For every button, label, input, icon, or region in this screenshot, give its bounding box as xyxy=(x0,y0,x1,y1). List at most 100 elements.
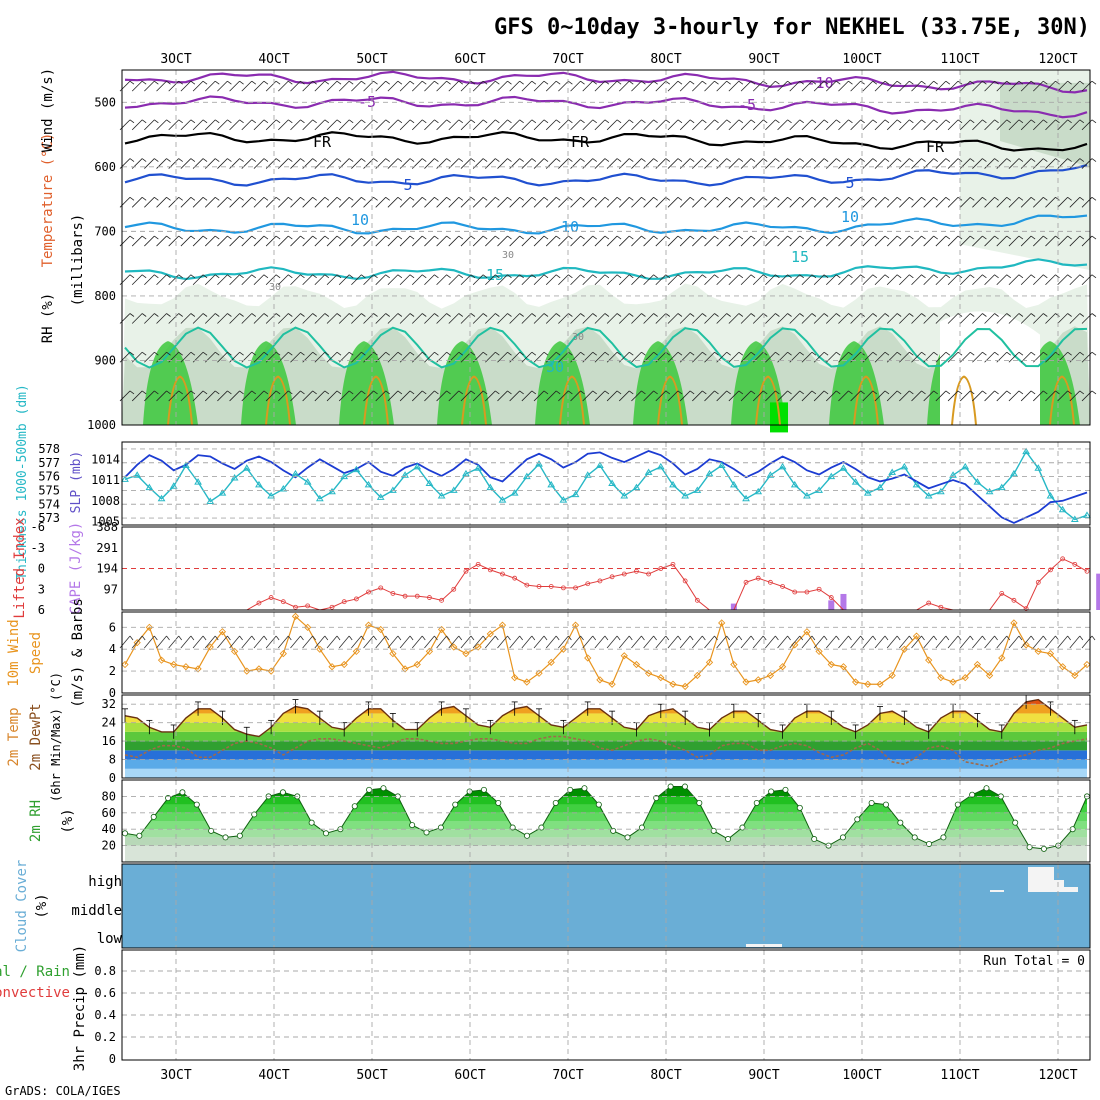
wind-point xyxy=(681,682,689,691)
wind-barb xyxy=(765,390,780,402)
wind-point xyxy=(888,671,896,680)
wind-barb xyxy=(911,158,926,169)
rh-point xyxy=(567,786,574,793)
cloud-high-block xyxy=(990,890,1004,892)
wind-barb xyxy=(217,196,232,208)
cloud-panel-content: high middle low xyxy=(71,867,1078,947)
wind-barb xyxy=(448,390,464,402)
thickness-point xyxy=(522,472,531,480)
thickness-point xyxy=(644,468,653,475)
wind-barb xyxy=(996,313,1011,324)
wind-barb xyxy=(509,313,524,324)
wind-barb xyxy=(984,390,999,402)
li-point xyxy=(999,591,1005,596)
rh-point xyxy=(796,804,803,811)
wind-barb xyxy=(947,635,962,649)
wind-barb xyxy=(813,80,829,92)
li-point xyxy=(378,585,384,591)
wind-barb xyxy=(545,390,561,402)
temp-contour-25 xyxy=(167,375,193,426)
wind-point xyxy=(985,671,994,680)
wind-barb xyxy=(241,235,257,247)
wind-barb xyxy=(716,80,731,92)
panel-frame-wind xyxy=(121,611,1091,694)
wind-barb xyxy=(740,274,756,286)
wind-barb xyxy=(131,196,147,208)
wind-barb xyxy=(1069,313,1085,324)
rh-point xyxy=(753,799,760,806)
wind-barb xyxy=(375,119,390,131)
precip-tick: 0 xyxy=(109,1052,116,1066)
temp-contour-25 xyxy=(853,375,879,426)
rh-point xyxy=(811,836,818,843)
wind-point xyxy=(437,625,446,634)
wind-barb xyxy=(935,313,951,324)
wind-barb xyxy=(850,119,865,131)
temp-panel-content xyxy=(122,694,1088,778)
thickness-point xyxy=(851,478,860,485)
wind-barb xyxy=(180,274,196,286)
wind-barb xyxy=(217,635,231,649)
bottom-x-tick-label: 6OCT xyxy=(454,1068,485,1083)
rh-point xyxy=(524,832,531,839)
wind-barb xyxy=(825,390,841,402)
wind-barb xyxy=(436,196,451,208)
li-tick: -3 xyxy=(31,541,45,555)
wind-point xyxy=(157,656,166,664)
wind-barb xyxy=(545,635,560,649)
wind-barb xyxy=(399,80,415,92)
wind-barb xyxy=(947,274,963,286)
wind-barb xyxy=(570,274,585,286)
wind-barb xyxy=(314,119,330,131)
panel-frame-slp xyxy=(121,441,1091,526)
wind-barb xyxy=(740,235,756,247)
wind-barb xyxy=(278,390,293,402)
wind-barb xyxy=(825,313,841,324)
ylabel-2m-rh: 2m RH xyxy=(28,800,44,842)
wind-barb xyxy=(533,635,548,649)
temp-band xyxy=(125,750,1087,760)
wind-point xyxy=(571,621,580,629)
wind-barb xyxy=(1008,635,1023,649)
slp-tick: 1014 xyxy=(91,452,120,466)
wind-barb xyxy=(411,196,427,208)
li-point xyxy=(767,579,773,585)
wind-barb xyxy=(1045,158,1060,169)
wind-barb xyxy=(728,80,744,92)
thickness-point xyxy=(596,461,604,469)
wind-barb xyxy=(533,351,549,363)
wind-barb xyxy=(850,313,865,324)
wind-barb xyxy=(533,119,549,131)
wind-barb xyxy=(338,635,353,649)
li-point xyxy=(694,597,700,603)
wind-barb xyxy=(740,313,756,324)
wind-barb xyxy=(1020,235,1036,247)
wind-barb xyxy=(411,119,427,131)
wind-barb xyxy=(351,235,366,247)
wind-barb xyxy=(886,313,902,324)
rh-tick: 80 xyxy=(102,789,116,803)
wind-barb xyxy=(692,274,707,286)
wind-barb xyxy=(1057,313,1072,324)
thickness-point xyxy=(255,480,263,488)
contour-label: -10 xyxy=(806,74,833,92)
thickness-point xyxy=(389,486,397,493)
ylabel-wind: Wind (m/s) xyxy=(40,68,56,152)
li-point xyxy=(1060,556,1066,562)
wind-barb xyxy=(789,635,804,649)
wind-barb xyxy=(314,158,330,169)
wind-barb xyxy=(692,635,706,649)
wind-barb xyxy=(582,80,597,92)
temp-contour-freezing xyxy=(124,131,1088,152)
panel-frame-upper xyxy=(121,69,1091,426)
series-lifted-index xyxy=(125,558,1088,611)
wind-point xyxy=(474,643,482,651)
wind-barb xyxy=(131,313,147,324)
rh-point xyxy=(150,813,157,820)
rh-point xyxy=(452,801,459,808)
wind-point xyxy=(644,669,653,677)
wind-barb xyxy=(716,235,731,247)
wind-barb xyxy=(874,80,890,92)
wind-barb xyxy=(253,313,269,324)
wind-point xyxy=(121,660,129,669)
